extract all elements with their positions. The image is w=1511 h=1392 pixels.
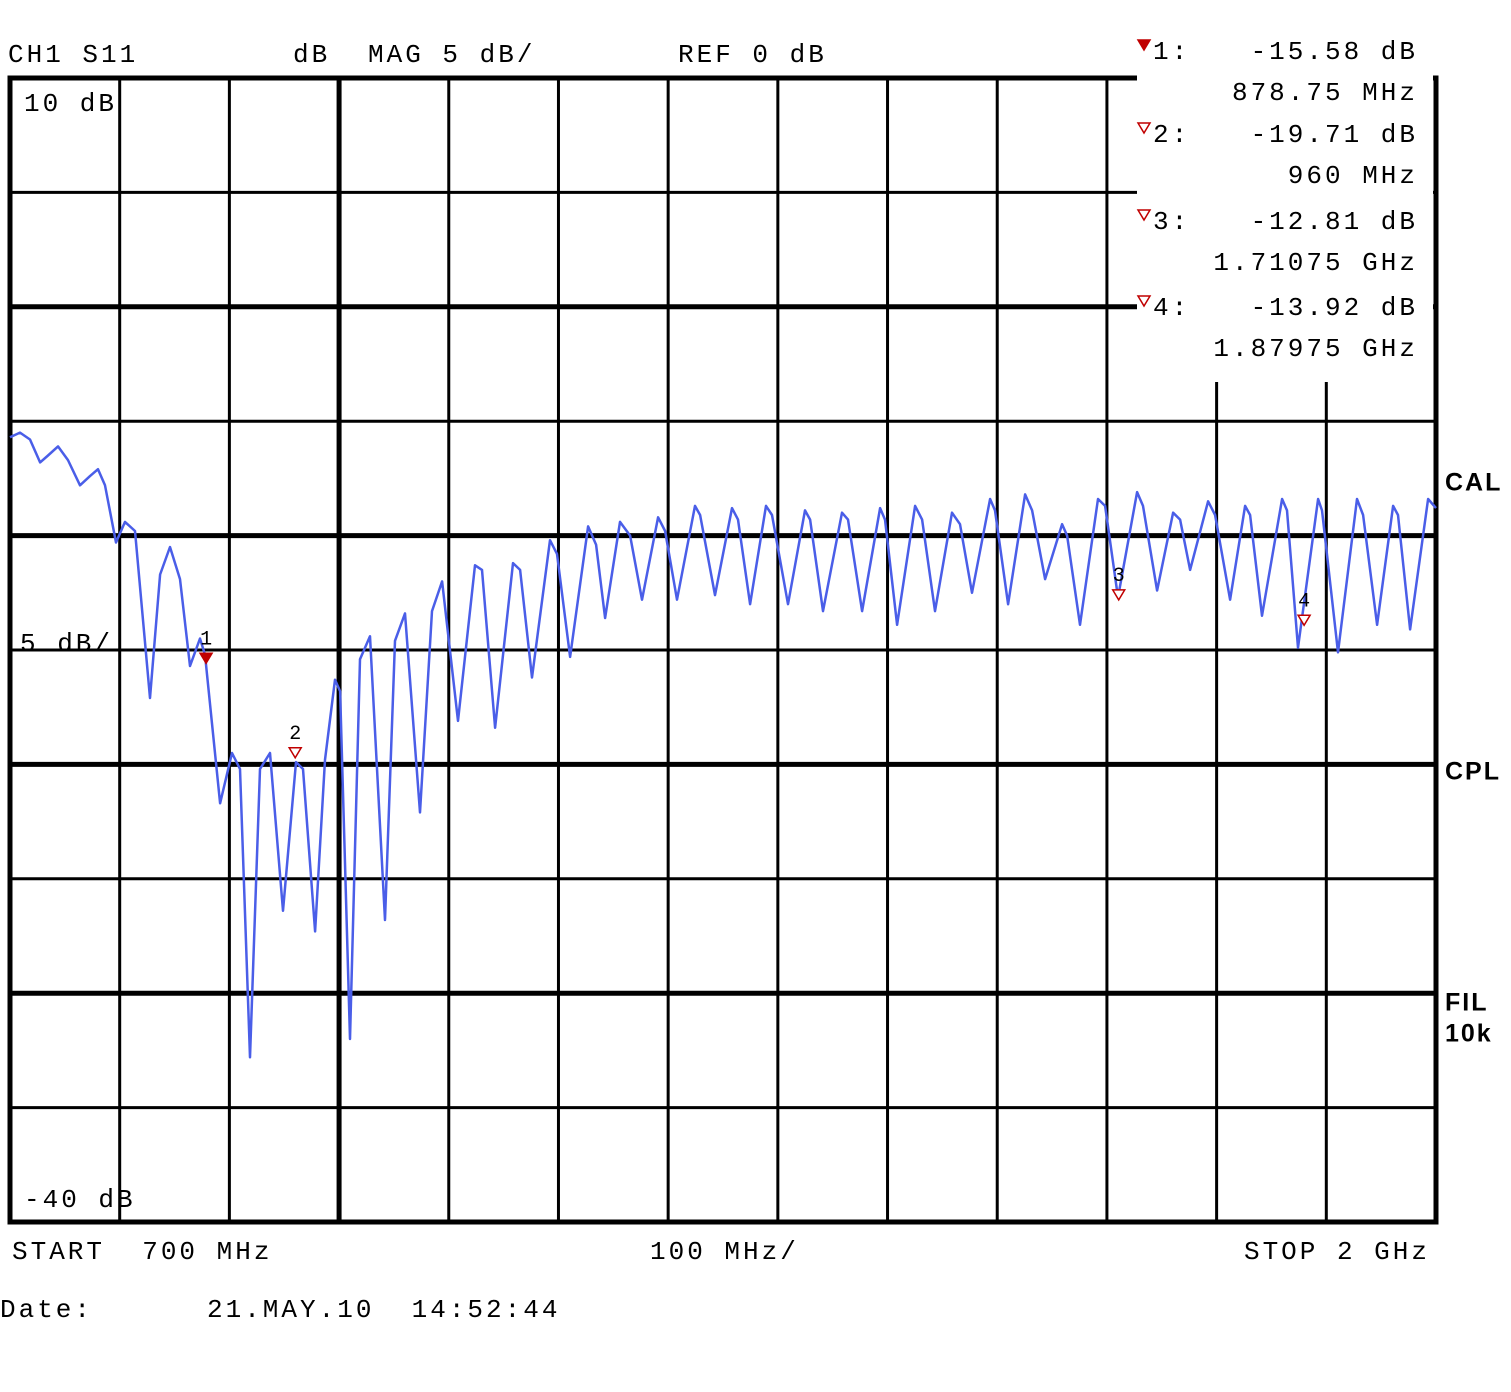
start-label: START 700 MHz	[12, 1237, 272, 1267]
readout-symbol	[1136, 39, 1152, 52]
reference-setting: REF 0 dB	[678, 40, 827, 70]
marker-symbol	[1296, 614, 1312, 627]
readout-name: 2:	[1153, 120, 1190, 150]
plot-frame	[7, 75, 1439, 1225]
status-label: CPL	[1445, 758, 1501, 786]
status-label: FIL	[1445, 989, 1489, 1017]
readout-frequency: 1.87975 GHz	[1213, 334, 1418, 364]
date-value: 21.MAY.10 14:52:44	[207, 1295, 560, 1325]
readout-name: 3:	[1153, 207, 1190, 237]
channel-label: CH1 S11	[8, 40, 138, 70]
readout-value: -15.58 dB	[1251, 37, 1418, 67]
marker-symbol	[198, 652, 214, 665]
trace	[9, 431, 1437, 1059]
stop-label: STOP 2 GHz	[1244, 1237, 1430, 1267]
y-tick-label: -40 dB	[24, 1185, 136, 1215]
format-label: dB	[293, 40, 330, 70]
readout-value: -19.71 dB	[1251, 120, 1418, 150]
span-label: 100 MHz/	[650, 1237, 799, 1267]
readout-name: 4:	[1153, 293, 1190, 323]
readout-frequency: 1.71075 GHz	[1213, 248, 1418, 278]
marker-number: 3	[1113, 565, 1125, 588]
readout-name: 1:	[1153, 37, 1190, 67]
readout-frequency: 878.75 MHz	[1232, 78, 1418, 108]
readout-symbol	[1136, 209, 1152, 222]
readout-box	[1137, 30, 1433, 382]
marker-symbol	[1111, 589, 1127, 602]
marker-number: 2	[289, 723, 301, 746]
date-label: Date:	[0, 1295, 93, 1325]
scale-label: 5 dB/	[20, 629, 113, 659]
readout-symbol	[1136, 295, 1152, 308]
readout-value: -12.81 dB	[1251, 207, 1418, 237]
status-label: CAL	[1445, 469, 1502, 497]
y-tick-label: 10 dB	[24, 89, 117, 119]
readout-value: -13.92 dB	[1251, 293, 1418, 323]
readout-frequency: 960 MHz	[1288, 161, 1418, 191]
readout-symbol	[1136, 122, 1152, 135]
scale-setting: MAG 5 dB/	[368, 40, 535, 70]
marker-number: 4	[1298, 591, 1310, 614]
status-label: 10k	[1445, 1020, 1493, 1048]
marker-number: 1	[200, 629, 212, 652]
marker-symbol	[287, 747, 303, 760]
